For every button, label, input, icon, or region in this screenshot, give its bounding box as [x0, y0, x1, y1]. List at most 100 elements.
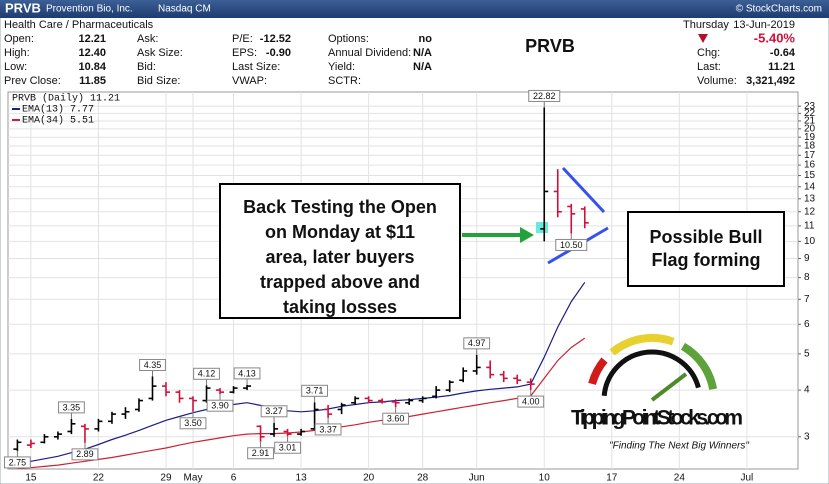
flag-line — [561, 166, 606, 214]
field-label: Volume: — [697, 75, 737, 87]
logo: TippingPointStocks.com "Finding The Next… — [571, 333, 749, 452]
label-box — [528, 89, 561, 102]
y-tick-label: 10 — [804, 236, 816, 247]
legend-name: PRVB (Daily) — [12, 93, 84, 105]
annotation-box — [219, 183, 461, 319]
gauge-red — [588, 357, 608, 386]
field-value: 12.40 — [78, 47, 106, 59]
legend-name: EMA(34) — [22, 115, 64, 127]
field-value: 11.21 — [768, 61, 795, 73]
annotation-text: area, later buyers — [265, 247, 414, 267]
weekday: Thursday — [683, 19, 729, 31]
x-tick-label: 17 — [606, 473, 618, 484]
label-box — [179, 417, 207, 430]
price-label: 4.35 — [144, 360, 162, 370]
gauge-green — [680, 342, 718, 391]
label-box — [463, 337, 491, 350]
annotation-text: on Monday at $11 — [265, 222, 415, 242]
label-box — [314, 423, 342, 436]
x-tick-label: May — [184, 473, 203, 484]
gauge-needle — [650, 372, 688, 402]
y-tick-label: 19 — [804, 132, 816, 143]
price-label: 3.27 — [265, 406, 283, 416]
date: 13-Jun-2019 — [733, 19, 795, 31]
x-tick-label: 24 — [674, 473, 686, 484]
price-label: 4.00 — [522, 396, 540, 406]
price-label: 3.71 — [306, 386, 324, 396]
legend-value: 11.21 — [90, 94, 120, 105]
y-tick-label: 6 — [804, 319, 810, 330]
y-tick-label: 13 — [804, 193, 816, 204]
price-label: 3.60 — [387, 414, 405, 424]
field-value: 12.21 — [78, 33, 106, 45]
logo-text: TippingPointStocks.com — [571, 407, 743, 430]
field-label: EPS: — [232, 47, 257, 59]
y-tick-label: 20 — [804, 124, 816, 135]
x-tick-label: 13 — [296, 473, 308, 484]
x-tick-label: 6 — [231, 473, 237, 484]
ema-line — [17, 281, 586, 464]
y-tick-label: 8 — [804, 272, 810, 283]
price-label: 3.35 — [63, 402, 81, 412]
price-label: 4.12 — [198, 369, 216, 379]
field-label: Last: — [697, 61, 721, 73]
label-box — [247, 447, 274, 460]
field-value: 11.85 — [79, 75, 106, 87]
field-value: no — [419, 33, 433, 45]
sector: Health Care / Pharmaceuticals — [4, 19, 154, 31]
label-box — [555, 238, 588, 251]
down-arrow-icon — [698, 34, 708, 43]
plot-content — [13, 107, 589, 469]
logo-tagline: "Finding The Next Big Winners" — [609, 441, 749, 452]
y-tick-label: 14 — [804, 181, 816, 192]
field-value: N/A — [413, 61, 432, 73]
annotation-text: taking losses — [283, 297, 397, 317]
legend-value: 7.77 — [70, 105, 94, 116]
y-tick-label: 11 — [804, 221, 815, 232]
price-label: 3.90 — [211, 401, 229, 411]
price-label: 3.50 — [184, 418, 202, 428]
x-tick-label: 29 — [160, 473, 172, 484]
x-tick-label: 22 — [93, 473, 105, 484]
arrow-head — [520, 227, 534, 243]
price-label: 10.50 — [560, 240, 583, 250]
legend-name: EMA(13) — [22, 104, 64, 116]
field-label: Chg: — [697, 47, 720, 59]
company: Provention Bio, Inc. — [46, 4, 133, 15]
field-label: Last Size: — [232, 61, 280, 73]
annotation-box — [627, 211, 785, 287]
y-tick-label: 23 — [804, 101, 816, 112]
x-tick-label: 20 — [363, 473, 375, 484]
x-tick-label: 10 — [539, 473, 551, 484]
field-label: Ask: — [137, 33, 158, 45]
x-tick-label: Jul — [740, 473, 753, 484]
y-tick-label: 7 — [804, 294, 810, 305]
y-tick-label: 5 — [804, 349, 810, 360]
label-box — [58, 401, 85, 414]
label-box — [260, 405, 288, 418]
exchange: Nasdaq CM — [158, 4, 211, 15]
annotation-text: trapped above and — [260, 272, 420, 292]
field-value: 3,321,492 — [746, 75, 795, 87]
y-tick-label: 16 — [804, 160, 816, 171]
y-tick-label: 18 — [804, 141, 816, 152]
price-label: 4.13 — [238, 368, 256, 378]
y-tick-label: 12 — [804, 206, 816, 217]
annotation-text: Flag forming — [652, 250, 761, 270]
field-value: N/A — [413, 47, 432, 59]
x-tick-label: 15 — [25, 473, 37, 484]
annotation-text: Back Testing the Open — [243, 197, 437, 217]
field-label: VWAP: — [232, 75, 267, 87]
header-bar: PRVB Provention Bio, Inc. Nasdaq CM © St… — [0, 0, 829, 18]
field-label: Bid: — [137, 61, 156, 73]
price-label: 2.91 — [252, 448, 270, 458]
label-box — [517, 395, 545, 408]
field-label: Ask Size: — [137, 47, 183, 59]
header-band — [0, 0, 829, 18]
field-label: Prev Close: — [4, 75, 61, 87]
field-value: 10.84 — [78, 61, 106, 73]
price-label: 3.01 — [279, 443, 297, 453]
price-label: 22.82 — [533, 91, 556, 101]
y-tick-label: 15 — [804, 170, 816, 181]
